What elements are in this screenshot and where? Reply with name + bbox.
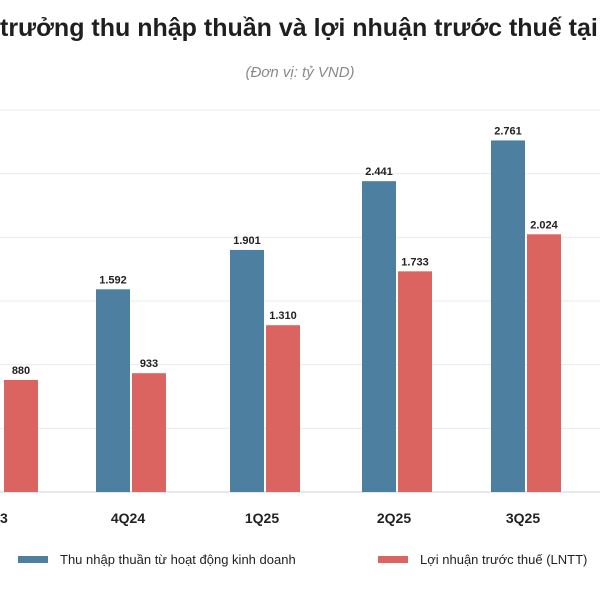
x-tick-label: 1Q25 xyxy=(245,510,279,526)
data-label: 2.441 xyxy=(365,166,393,178)
data-label: 1.310 xyxy=(269,310,297,322)
chart-subtitle: (Đơn vị: tỷ VND) xyxy=(245,64,355,81)
x-tick-label: 3Q25 xyxy=(506,510,540,526)
chart-legend: Thu nhập thuần từ hoạt động kinh doanh L… xyxy=(0,552,600,576)
x-tick-label: 2Q25 xyxy=(377,510,411,526)
x-tick-label: 23 xyxy=(0,510,8,526)
legend-swatch-net-income xyxy=(18,556,48,563)
bar-profit-before-tax xyxy=(398,271,432,492)
chart-title: trưởng thu nhập thuần và lợi nhuận trước… xyxy=(0,14,598,42)
data-label: 2.024 xyxy=(530,219,558,231)
legend-label-net-income: Thu nhập thuần từ hoạt động kinh doanh xyxy=(60,552,296,567)
data-label: 933 xyxy=(140,358,158,370)
data-label: 880 xyxy=(12,365,30,377)
data-label: 2.761 xyxy=(494,125,522,137)
bar-net-income xyxy=(96,289,130,492)
bar-net-income xyxy=(230,249,264,492)
bar-profit-before-tax xyxy=(527,234,561,492)
bar-profit-before-tax xyxy=(4,379,38,492)
legend-swatch-profit-before-tax xyxy=(378,556,408,563)
bar-net-income xyxy=(362,181,396,493)
data-label: 1.733 xyxy=(401,256,429,268)
data-label: 1.592 xyxy=(99,274,127,286)
data-label: 1.901 xyxy=(233,235,261,247)
legend-item-net-income: Thu nhập thuần từ hoạt động kinh doanh xyxy=(18,552,296,567)
bar-profit-before-tax xyxy=(266,325,300,492)
legend-label-profit-before-tax: Lợi nhuận trước thuế (LNTT) xyxy=(420,552,588,567)
bar-profit-before-tax xyxy=(132,373,166,492)
bar-net-income xyxy=(491,140,525,492)
legend-item-profit-before-tax: Lợi nhuận trước thuế (LNTT) xyxy=(378,552,587,567)
x-tick-label: 4Q24 xyxy=(111,510,145,526)
